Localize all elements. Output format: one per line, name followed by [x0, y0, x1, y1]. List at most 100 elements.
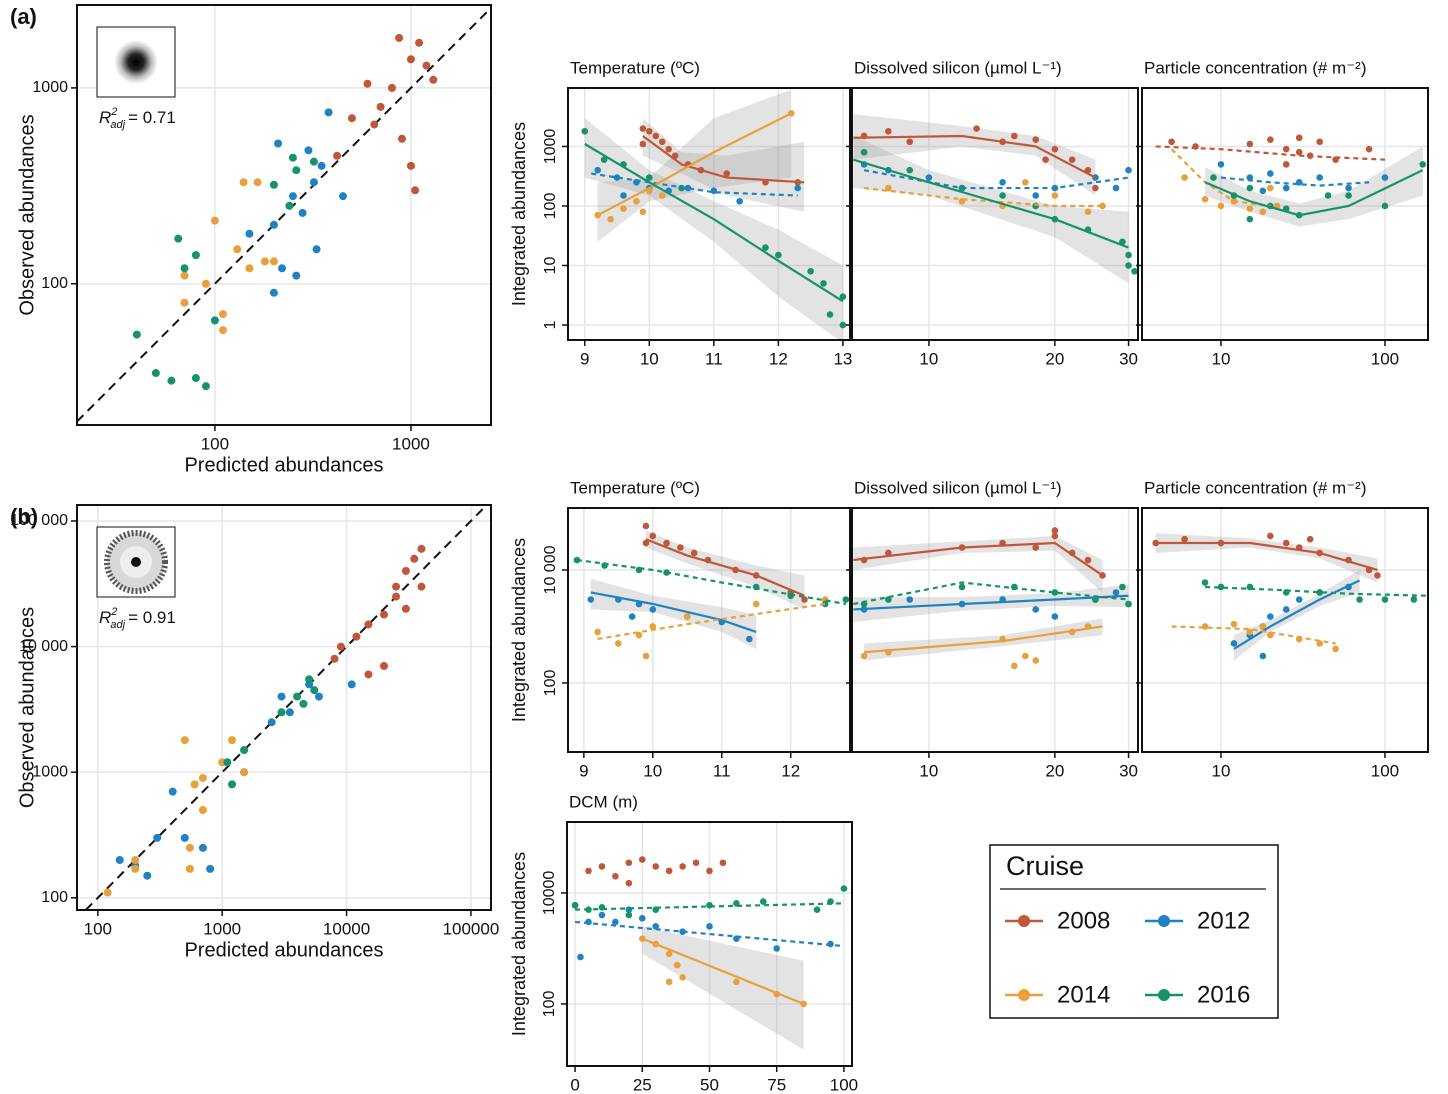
panel-label: (b)	[10, 504, 38, 529]
point	[652, 132, 660, 140]
point	[1051, 145, 1059, 153]
point	[706, 901, 713, 909]
point	[1374, 572, 1381, 579]
point	[253, 178, 262, 187]
x-tick-label: 11	[713, 761, 731, 780]
legend-swatch	[1158, 915, 1170, 927]
point	[587, 596, 595, 603]
point	[1125, 262, 1132, 269]
point	[269, 220, 278, 229]
x-tick-label: 9	[580, 349, 589, 368]
x-tick-label: 0	[570, 1075, 579, 1094]
x-axis-label: Predicted abundances	[184, 939, 383, 961]
point	[1119, 583, 1126, 591]
point	[1181, 174, 1188, 181]
point	[1217, 583, 1225, 591]
y-tick-label: 100	[542, 193, 559, 220]
point	[180, 298, 189, 307]
point	[198, 843, 207, 852]
point	[1316, 640, 1323, 647]
point	[406, 55, 415, 64]
point	[1011, 662, 1018, 670]
point	[906, 166, 914, 174]
point	[292, 271, 301, 280]
point	[801, 596, 808, 603]
r-value: = 0.91	[128, 608, 176, 627]
point	[180, 736, 189, 745]
y-axis-label: Integrated abundances	[509, 122, 529, 306]
point	[352, 632, 361, 641]
point	[1201, 195, 1209, 203]
point	[813, 906, 821, 913]
point	[198, 773, 207, 782]
point	[625, 859, 633, 867]
point	[906, 596, 914, 603]
fit-line	[1170, 148, 1271, 208]
point	[639, 140, 647, 148]
x-tick-label: 100	[830, 1075, 858, 1094]
point	[842, 596, 850, 603]
point	[143, 871, 152, 880]
confidence-band	[642, 926, 804, 1050]
point	[885, 127, 892, 135]
point	[1282, 161, 1290, 168]
point	[1324, 192, 1332, 199]
point	[206, 864, 215, 873]
point	[1246, 140, 1254, 148]
point	[633, 197, 640, 205]
panel-title: Particle concentration (# m⁻²)	[1144, 58, 1367, 77]
y-tick-label: 10	[542, 256, 559, 274]
y-tick-label: 10 000	[542, 545, 559, 594]
plot-frame	[76, 4, 492, 426]
inset-image	[131, 557, 141, 567]
x-tick-label: 9	[579, 761, 588, 780]
fit-line	[597, 602, 826, 641]
y-axis-label: Observed abundances	[16, 607, 38, 808]
point	[380, 662, 389, 671]
point	[1295, 134, 1303, 142]
point	[180, 264, 189, 273]
point	[665, 145, 672, 153]
point	[397, 134, 406, 143]
inset-image	[114, 40, 158, 84]
y-tick-label: 100	[41, 275, 68, 292]
point	[1267, 136, 1274, 143]
point	[1042, 156, 1049, 163]
y-tick-label: 1000	[542, 129, 559, 165]
point	[665, 978, 673, 986]
point	[1099, 202, 1106, 210]
panel-title: Dissolved silicon (µmol L⁻¹)	[854, 58, 1062, 77]
x-tick-label: 10	[919, 761, 938, 780]
x-tick-label: 100	[1371, 349, 1399, 368]
x-tick-label: 100	[201, 434, 229, 453]
point	[411, 186, 420, 195]
point	[1246, 215, 1254, 223]
point	[628, 613, 636, 620]
x-tick-label: 10	[919, 349, 938, 368]
point	[1381, 596, 1389, 603]
x-tick-label: 10	[640, 349, 659, 368]
point	[1168, 138, 1175, 146]
point	[1267, 170, 1274, 177]
x-axis-label: Predicted abundances	[184, 454, 383, 476]
point	[1032, 544, 1040, 551]
point	[392, 582, 401, 591]
point	[642, 652, 650, 660]
y-axis-label: Observed abundances	[16, 114, 38, 315]
point	[198, 806, 207, 815]
point	[1332, 645, 1339, 653]
point	[314, 692, 323, 701]
fit-line	[863, 186, 1103, 208]
r-symbol: R	[99, 608, 111, 627]
point	[615, 640, 622, 647]
point	[376, 102, 385, 111]
point	[1092, 184, 1099, 192]
plot-frame	[851, 87, 1139, 341]
point	[1112, 184, 1120, 192]
x-tick-label: 30	[1119, 349, 1138, 368]
point	[317, 161, 326, 170]
point	[429, 75, 438, 84]
reference-line	[77, 7, 491, 423]
point	[906, 138, 914, 146]
fit-line	[642, 135, 805, 184]
